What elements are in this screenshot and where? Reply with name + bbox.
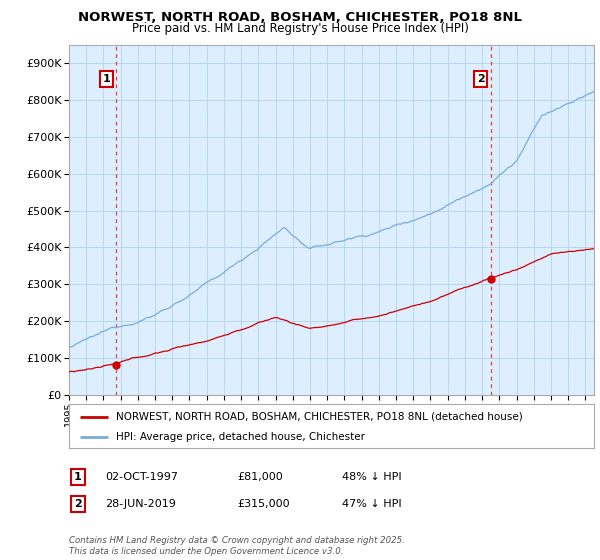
Text: 48% ↓ HPI: 48% ↓ HPI xyxy=(342,472,401,482)
Text: 1: 1 xyxy=(103,74,110,84)
Text: 47% ↓ HPI: 47% ↓ HPI xyxy=(342,499,401,509)
Text: NORWEST, NORTH ROAD, BOSHAM, CHICHESTER, PO18 8NL: NORWEST, NORTH ROAD, BOSHAM, CHICHESTER,… xyxy=(78,11,522,24)
Text: 2: 2 xyxy=(74,499,82,509)
Text: 02-OCT-1997: 02-OCT-1997 xyxy=(105,472,178,482)
Text: Price paid vs. HM Land Registry's House Price Index (HPI): Price paid vs. HM Land Registry's House … xyxy=(131,22,469,35)
Text: £81,000: £81,000 xyxy=(237,472,283,482)
Text: HPI: Average price, detached house, Chichester: HPI: Average price, detached house, Chic… xyxy=(116,432,365,442)
Text: 2: 2 xyxy=(477,74,485,84)
Text: NORWEST, NORTH ROAD, BOSHAM, CHICHESTER, PO18 8NL (detached house): NORWEST, NORTH ROAD, BOSHAM, CHICHESTER,… xyxy=(116,412,523,422)
Text: £315,000: £315,000 xyxy=(237,499,290,509)
Text: Contains HM Land Registry data © Crown copyright and database right 2025.
This d: Contains HM Land Registry data © Crown c… xyxy=(69,536,405,556)
Text: 1: 1 xyxy=(74,472,82,482)
Text: 28-JUN-2019: 28-JUN-2019 xyxy=(105,499,176,509)
